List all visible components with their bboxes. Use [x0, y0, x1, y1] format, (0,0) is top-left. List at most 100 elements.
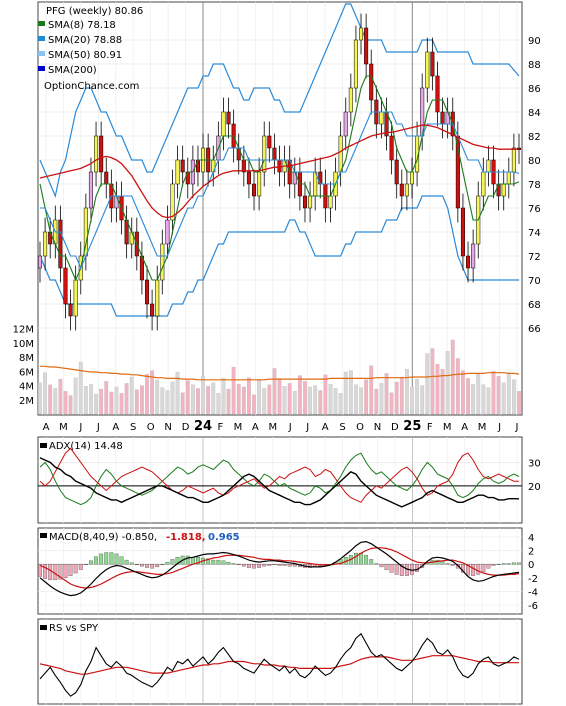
candle-body	[425, 51, 430, 89]
x-tick-label: M	[234, 422, 243, 433]
macd-histogram-bar	[104, 552, 109, 565]
candle-body	[165, 219, 170, 245]
x-tick-label: M	[443, 422, 452, 433]
volume-bar	[175, 371, 180, 415]
volume-bar	[109, 391, 114, 415]
volume-bar	[94, 393, 98, 415]
di-plus-line	[39, 452, 520, 506]
volume-tick-label: 4M	[19, 382, 34, 393]
volume-tick-label: 10M	[13, 339, 34, 350]
macd-plot	[38, 540, 521, 597]
macd-histogram-bar	[145, 564, 149, 568]
bollinger-upper-line	[39, 3, 520, 198]
candle-body	[338, 135, 343, 173]
macd-histogram-bar	[78, 564, 83, 570]
macd-histogram-bar	[471, 564, 476, 576]
volume-bar	[236, 383, 241, 415]
macd-histogram-bar	[38, 564, 42, 577]
x-tick-label: J	[96, 422, 100, 433]
candle-body	[88, 171, 93, 209]
volume-bar	[155, 379, 160, 415]
legend-swatch-sma200	[38, 66, 45, 71]
macd-histogram-bar	[354, 553, 358, 565]
volume-bar	[308, 386, 312, 415]
candle-body	[180, 159, 185, 173]
macd-histogram-bar	[486, 564, 491, 569]
macd-tick-label: 4	[528, 533, 534, 544]
volume-bar	[303, 381, 307, 415]
candle-body	[94, 135, 99, 173]
volume-bar	[185, 380, 190, 415]
rs-lines	[39, 632, 520, 697]
volume-tick-label: 12M	[13, 325, 34, 336]
legend-sma50: SMA(50) 80.91	[48, 50, 122, 61]
macd-histogram-bar	[114, 553, 119, 565]
macd-histogram-bar	[445, 563, 450, 565]
macd-histogram-bar	[99, 553, 104, 565]
macd-histogram-bar	[109, 552, 114, 565]
macd-histogram-bar	[404, 564, 409, 576]
macd-histogram-bar	[211, 559, 216, 565]
x-tick-label: A	[252, 422, 259, 433]
candle-body	[155, 279, 160, 317]
candle-body	[226, 111, 231, 125]
volume-bar	[140, 385, 144, 415]
adx-legend: ADX(14) 14.48	[40, 441, 123, 452]
macd-histogram-bar	[257, 564, 262, 568]
volume-tick-label: 2M	[19, 396, 34, 407]
candle-body	[170, 183, 175, 221]
volume-bar	[466, 378, 470, 415]
macd-tick-label: -2	[528, 574, 538, 585]
volume-bar	[68, 395, 73, 415]
macd-histogram-bar	[511, 562, 516, 565]
rs-average-line	[39, 655, 519, 675]
volume-bar	[292, 391, 297, 415]
volume-bar	[241, 386, 246, 415]
macd-histogram-bar	[379, 564, 384, 568]
macd-histogram-bar	[277, 564, 282, 566]
volume-bar	[134, 389, 139, 415]
volume-bar	[394, 381, 399, 415]
candle-body	[104, 171, 109, 185]
volume-bar	[206, 386, 211, 415]
macd-histogram-bar	[287, 564, 292, 567]
volume-bar	[78, 361, 83, 415]
macd-histogram-bar	[440, 561, 445, 565]
volume-bar	[43, 372, 48, 415]
volume-bar	[384, 373, 389, 415]
macd-tick-label: 2	[528, 547, 534, 558]
volume-bar	[471, 383, 476, 415]
di-minus-line	[39, 447, 519, 503]
volume-bar	[89, 383, 93, 415]
volume-bar	[226, 388, 231, 415]
macd-histogram-bar	[94, 556, 98, 565]
macd-histogram-bar	[83, 564, 88, 566]
macd-histogram-bar	[48, 564, 53, 581]
candle-body	[506, 171, 511, 185]
macd-title: MACD(8,40,9) -0.850,	[49, 532, 157, 543]
candle-body	[364, 27, 369, 65]
x-tick-label: N	[164, 422, 171, 433]
macd-histogram-bar	[517, 562, 521, 565]
sma20-line	[40, 111, 520, 270]
volume-bar	[425, 353, 430, 415]
bollinger-lower-line	[39, 195, 519, 317]
macd-histogram-bar	[410, 564, 414, 575]
x-tick-label: J	[305, 422, 309, 433]
volume-bar	[420, 385, 425, 415]
volume-bar	[369, 365, 374, 415]
volume-bar	[170, 381, 175, 415]
macd-histogram-bar	[170, 559, 175, 565]
candle-body	[404, 183, 409, 197]
rs-line	[39, 632, 520, 697]
macd-line	[39, 540, 520, 597]
x-tick-label: J	[78, 422, 82, 433]
macd-histogram-bar	[496, 564, 501, 565]
price-tick-label: 76	[528, 204, 541, 215]
candle-body	[73, 279, 78, 317]
volume-bar	[318, 390, 323, 415]
volume-bar	[491, 371, 496, 415]
volume-bar	[53, 388, 58, 415]
candle-body	[302, 195, 307, 209]
